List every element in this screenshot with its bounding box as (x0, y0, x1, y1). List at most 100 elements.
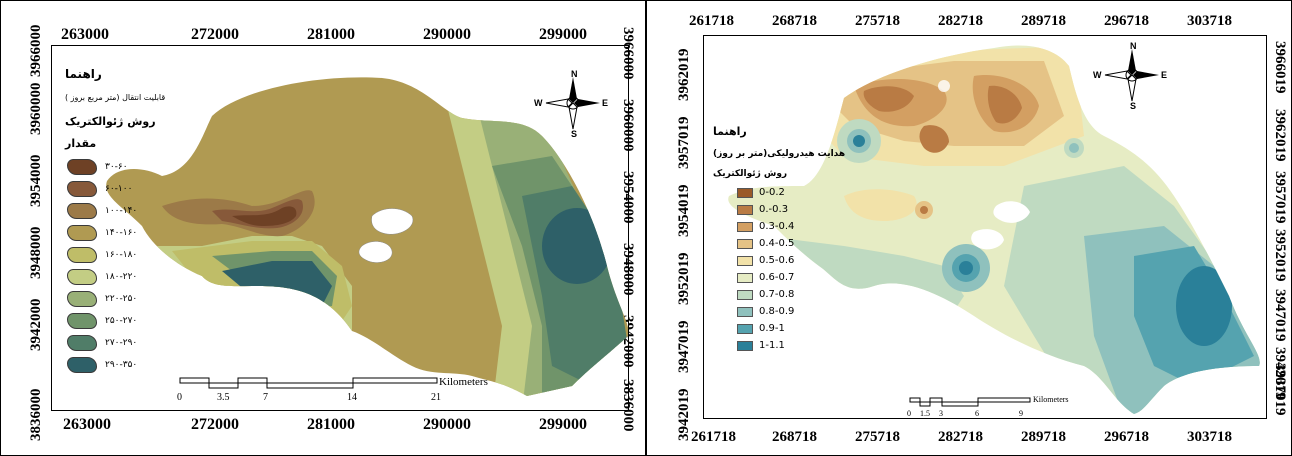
legend-swatch (67, 181, 97, 197)
legend-item: 0.7-0.8 (737, 289, 794, 300)
legend-item: ۳۰-۶۰ (67, 159, 128, 175)
legend-value-heading: مقدار (65, 137, 97, 150)
left-bottom-tick: 281000 (307, 416, 355, 433)
legend-swatch (737, 238, 753, 249)
legend-swatch (737, 272, 753, 283)
scale-label: 7 (263, 392, 268, 403)
left-top-tick: 299000 (539, 26, 587, 43)
legend-label: 0.9-1 (759, 323, 785, 334)
legend-item: 0.-0.3 (737, 204, 788, 215)
legend-label: ۱۶۰-۱۸۰ (105, 250, 138, 260)
legend-item: ۱۴۰-۱۶۰ (67, 225, 137, 241)
right-map-panel: 261718 268718 275718 282718 289718 29671… (646, 0, 1292, 456)
scale-label: 9 (1019, 409, 1023, 418)
scale-label: 1.5 (920, 409, 930, 418)
left-side-tick: 3966000 (28, 24, 44, 78)
legend-item: ۲۲۰-۲۵۰ (67, 291, 137, 307)
right-bottom-tick: 282718 (938, 429, 983, 445)
right-top-tick: 282718 (938, 13, 983, 29)
right-bottom-tick: 296718 (1104, 429, 1149, 445)
right-map-frame (703, 35, 1267, 419)
legend-swatch (737, 340, 753, 351)
legend-label: 0.8-0.9 (759, 306, 795, 317)
left-side-tick: 3942019 (676, 388, 692, 442)
left-side-tick: 3960000 (28, 82, 44, 136)
scale-bar (179, 377, 438, 389)
legend-swatch (737, 187, 753, 198)
legend-label: ۱۴۰-۱۶۰ (105, 228, 138, 238)
scale-label: 0 (907, 409, 911, 418)
right-bottom-tick: 289718 (1021, 429, 1066, 445)
legend-item: 1-1.1 (737, 340, 785, 351)
legend-swatch (67, 335, 97, 351)
legend-subtitle: هدایت هیدرولیکی(متر بر روز) (713, 149, 846, 159)
legend-label: 0.5-0.6 (759, 255, 795, 266)
left-side-tick: 3954019 (676, 184, 692, 238)
left-map-frame (51, 45, 629, 411)
legend-item: 0.6-0.7 (737, 272, 794, 283)
scale-unit: Kilometers (439, 376, 488, 388)
right-side-tick: 3957019 (1272, 171, 1288, 224)
right-zone-map (728, 45, 1260, 415)
legend-item: 0-0.2 (737, 187, 785, 198)
legend-item: ۱۰۰-۱۴۰ (67, 203, 137, 219)
right-side-tick: 3962019 (1272, 109, 1288, 162)
legend-method: روش ژئوالکتریک (65, 115, 156, 128)
north-arrow-icon: N S E W (1093, 41, 1168, 111)
north-arrow-icon: N S E W (534, 69, 609, 139)
left-bottom-tick: 290000 (423, 416, 471, 433)
legend-label: ۱۰۰-۱۴۰ (105, 206, 138, 216)
legend-label: ۶۰-۱۰۰ (105, 184, 133, 194)
legend-label: 0.6-0.7 (759, 272, 795, 283)
left-side-tick: 3942000 (28, 298, 44, 352)
left-bottom-tick: 299000 (539, 416, 587, 433)
legend-title: راهنما (713, 125, 747, 138)
scale-label: 6 (975, 409, 979, 418)
legend-item: 0.5-0.6 (737, 255, 794, 266)
right-bottom-tick: 268718 (772, 429, 817, 445)
scale-label: 3.5 (217, 392, 230, 403)
legend-label: ۳۰-۶۰ (105, 162, 128, 172)
left-side-tick: 3957019 (676, 116, 692, 170)
right-top-tick: 303718 (1187, 13, 1232, 29)
legend-swatch (67, 247, 97, 263)
legend-swatch (737, 306, 753, 317)
legend-swatch (67, 225, 97, 241)
right-top-tick: 261718 (689, 13, 734, 29)
left-top-tick: 272000 (191, 26, 239, 43)
scale-label: 21 (431, 392, 441, 403)
scale-unit: Kilometers (1033, 395, 1069, 404)
right-side-tick: 3947019 (1272, 289, 1288, 342)
legend-label: ۱۸۰-۲۲۰ (105, 272, 138, 282)
legend-swatch (67, 357, 97, 373)
left-zone-map (106, 77, 628, 396)
legend-label: 0.7-0.8 (759, 289, 795, 300)
legend-swatch (67, 203, 97, 219)
legend-swatch (737, 204, 753, 215)
legend-item: ۱۸۰-۲۲۰ (67, 269, 137, 285)
legend-swatch (737, 221, 753, 232)
right-bottom-tick: 303718 (1187, 429, 1232, 445)
left-bottom-tick: 272000 (191, 416, 239, 433)
legend-swatch (737, 289, 753, 300)
right-side-tick: 3937019 (1272, 363, 1288, 416)
left-side-tick: 3948000 (28, 226, 44, 280)
legend-label: ۲۷۰-۲۹۰ (105, 338, 138, 348)
legend-label: 1-1.1 (759, 340, 785, 351)
scale-label: 14 (347, 392, 357, 403)
legend-label: ۲۵۰-۲۷۰ (105, 316, 138, 326)
legend-item: ۲۹۰-۳۵۰ (67, 357, 137, 373)
legend-item: ۲۵۰-۲۷۰ (67, 313, 137, 329)
scale-label: 3 (939, 409, 943, 418)
legend-label: ۲۲۰-۲۵۰ (105, 294, 138, 304)
legend-swatch (67, 313, 97, 329)
right-top-tick: 296718 (1104, 13, 1149, 29)
legend-item: 0.4-0.5 (737, 238, 794, 249)
scale-bar (909, 397, 1031, 407)
left-bottom-tick: 263000 (63, 416, 111, 433)
right-bottom-tick: 261718 (691, 429, 736, 445)
left-side-tick: 3962019 (676, 48, 692, 102)
left-top-tick: 263000 (61, 26, 109, 43)
legend-subtitle: قابلیت انتقال (متر مربع بروز ) (65, 93, 166, 102)
legend-item: ۶۰-۱۰۰ (67, 181, 132, 197)
